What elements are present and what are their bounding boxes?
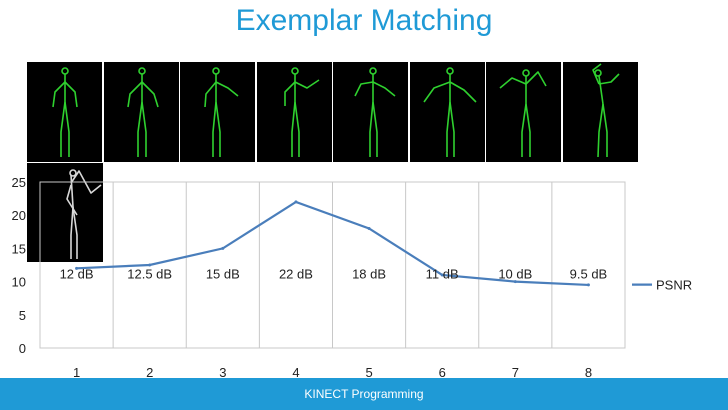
data-label: 12.5 dB xyxy=(127,267,172,282)
skeleton-figure xyxy=(126,67,159,157)
y-tick-label: 25 xyxy=(12,175,26,190)
data-label: 22 dB xyxy=(279,267,313,282)
data-label: 11 dB xyxy=(426,267,459,282)
pose-thumbnail xyxy=(27,62,102,162)
psnr-data-point xyxy=(367,226,371,230)
pose-thumbnail xyxy=(409,62,485,162)
pose-thumbnail xyxy=(180,62,255,162)
psnr-data-point xyxy=(221,246,225,250)
x-tick-label: 2 xyxy=(146,365,153,380)
data-label: 18 dB xyxy=(352,267,386,282)
slide-title: Exemplar Matching xyxy=(235,4,493,37)
psnr-data-point xyxy=(440,273,444,277)
psnr-data-point xyxy=(586,283,590,287)
psnr-line-chart: 0 5 10 15 20 25 1 2 3 4 5 6 7 8 12 dB 12.5 dB 15 dB 22 dB… xyxy=(12,175,693,380)
skeleton-figure xyxy=(52,67,78,157)
data-label: 15 dB xyxy=(206,267,240,282)
pose-thumbnail xyxy=(333,62,408,162)
psnr-data-point xyxy=(148,263,152,267)
y-tick-label: 20 xyxy=(12,208,26,223)
x-tick-label: 3 xyxy=(219,365,226,380)
x-tick-label: 5 xyxy=(365,365,372,380)
pose-thumbnail xyxy=(486,62,561,162)
footer-bar xyxy=(0,378,728,410)
skeleton-figure xyxy=(591,63,620,158)
y-tick-label: 10 xyxy=(12,275,26,290)
data-label: 12 dB xyxy=(60,267,94,282)
x-tick-label: 1 xyxy=(73,365,80,380)
psnr-data-point xyxy=(513,280,517,284)
pose-thumbnail xyxy=(103,62,179,162)
psnr-data-point xyxy=(294,200,298,204)
data-label: 9.5 dB xyxy=(570,267,608,282)
pose-thumbnail-strip xyxy=(27,62,638,262)
y-tick-label: 5 xyxy=(19,308,26,323)
skeleton-figure xyxy=(283,67,319,157)
psnr-series-line xyxy=(76,200,589,287)
y-tick-label: 15 xyxy=(12,241,26,256)
x-tick-label: 7 xyxy=(512,365,519,380)
legend-label: PSNR xyxy=(656,278,692,293)
skeleton-figure xyxy=(354,67,396,157)
psnr-data-point xyxy=(75,266,79,270)
skeleton-figure xyxy=(422,67,477,157)
data-label: 10 dB xyxy=(498,267,532,282)
pose-thumbnail xyxy=(256,62,332,162)
x-tick-label: 8 xyxy=(585,365,592,380)
x-tick-label: 4 xyxy=(292,365,299,380)
y-tick-label: 0 xyxy=(19,341,26,356)
skeleton-figure xyxy=(204,67,239,157)
pose-thumbnail xyxy=(562,62,638,162)
footer-text: KINECT Programming xyxy=(304,387,424,401)
x-tick-label: 6 xyxy=(439,365,446,380)
skeleton-figure xyxy=(499,69,547,157)
